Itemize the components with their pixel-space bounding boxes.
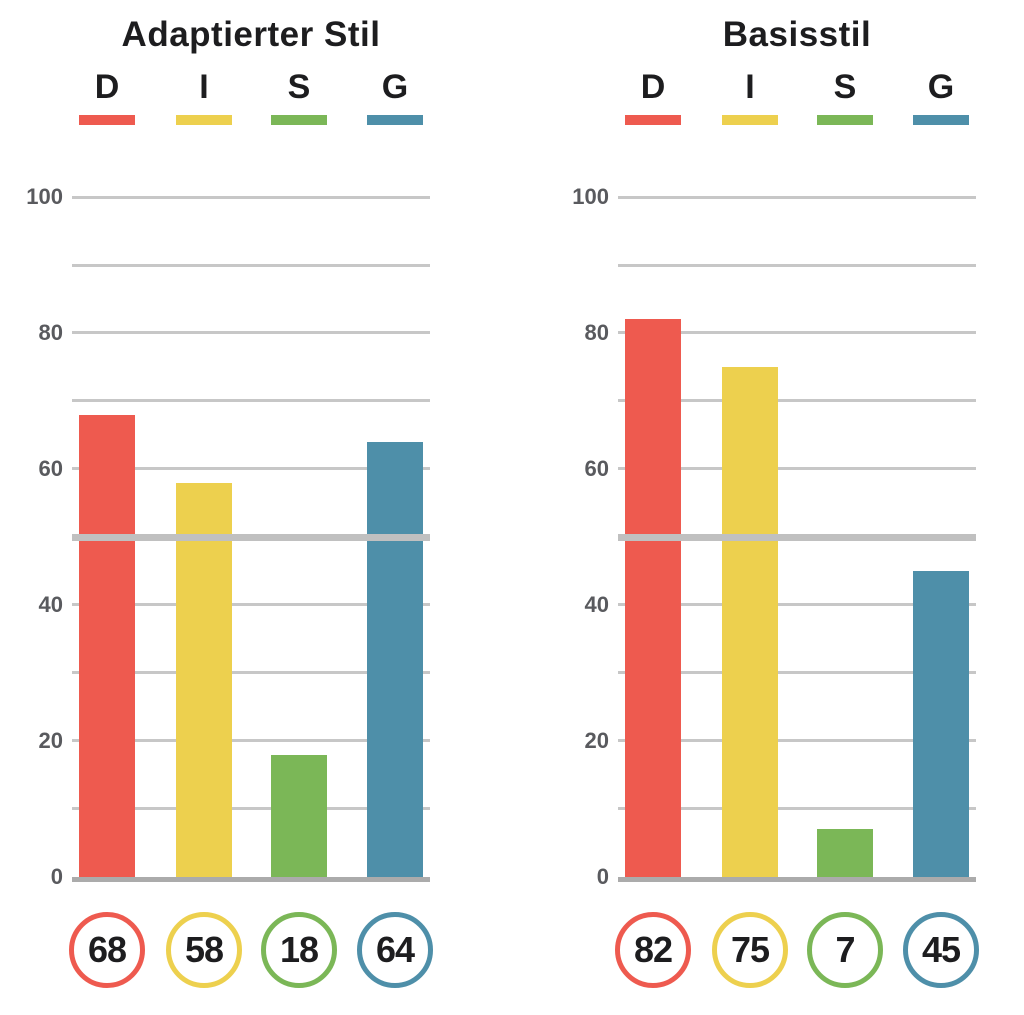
legend-item-i: I xyxy=(176,70,232,125)
gridline-80 xyxy=(618,331,976,334)
bar-i xyxy=(176,482,232,877)
legend-item-i: I xyxy=(722,70,778,125)
y-tick-0: 0 xyxy=(50,864,63,889)
legend-item-d: D xyxy=(625,70,681,125)
legend-swatch-d xyxy=(79,115,135,125)
gridline-100 xyxy=(618,196,976,199)
legend-swatch-s xyxy=(817,115,873,125)
gridline-100 xyxy=(72,196,430,199)
legend-item-s: S xyxy=(271,70,327,125)
legend-item-g: G xyxy=(367,70,423,125)
chart-title: Basisstil xyxy=(722,15,872,54)
legend-swatch-s xyxy=(271,115,327,125)
bar-s xyxy=(271,754,327,877)
score-badge-s: 18 xyxy=(261,912,337,988)
y-tick-80: 80 xyxy=(584,320,609,345)
legend-swatch-g xyxy=(913,115,969,125)
gridline-10 xyxy=(618,807,976,810)
score-value-d: 82 xyxy=(633,929,673,970)
bar-g xyxy=(913,571,969,877)
score-value-g: 64 xyxy=(375,929,415,970)
reference-line-50 xyxy=(618,534,976,541)
gridline-40 xyxy=(72,603,430,606)
gridline-60 xyxy=(72,467,430,470)
y-tick-100: 100 xyxy=(572,184,609,209)
y-tick-20: 20 xyxy=(38,728,63,753)
legend-label-d: D xyxy=(94,68,120,106)
bar-s xyxy=(817,829,873,877)
bar-d xyxy=(79,414,135,877)
gridline-70 xyxy=(618,399,976,402)
gridline-70 xyxy=(72,399,430,402)
legend-label-g: G xyxy=(927,68,955,106)
gridline-20 xyxy=(618,739,976,742)
baseline-0 xyxy=(618,877,976,882)
score-value-g: 45 xyxy=(921,929,961,970)
legend-swatch-i xyxy=(176,115,232,125)
gridline-40 xyxy=(618,603,976,606)
score-badge-i: 75 xyxy=(712,912,788,988)
legend-label-g: G xyxy=(381,68,409,106)
gridline-80 xyxy=(72,331,430,334)
score-badge-i: 58 xyxy=(166,912,242,988)
y-tick-60: 60 xyxy=(38,456,63,481)
score-value-s: 7 xyxy=(835,929,855,970)
gridline-30 xyxy=(618,671,976,674)
y-tick-80: 80 xyxy=(38,320,63,345)
legend-swatch-d xyxy=(625,115,681,125)
legend-label-s: S xyxy=(833,68,857,106)
gridline-90 xyxy=(618,264,976,267)
score-value-i: 58 xyxy=(184,929,224,970)
legend-label-s: S xyxy=(287,68,311,106)
legend-swatch-i xyxy=(722,115,778,125)
baseline-0 xyxy=(72,877,430,882)
score-value-s: 18 xyxy=(279,929,319,970)
y-tick-0: 0 xyxy=(596,864,609,889)
legend-item-g: G xyxy=(913,70,969,125)
y-tick-40: 40 xyxy=(38,592,63,617)
legend-item-s: S xyxy=(817,70,873,125)
chart-panel-adapted-style: Adaptierter Stil D I S G 100 80 xyxy=(10,0,490,1015)
y-tick-100: 100 xyxy=(26,184,63,209)
legend-label-d: D xyxy=(640,68,666,106)
score-badge-d: 68 xyxy=(69,912,145,988)
score-value-i: 75 xyxy=(730,929,770,970)
legend-label-i: I xyxy=(745,68,755,106)
chart-title: Adaptierter Stil xyxy=(121,15,381,54)
reference-line-50 xyxy=(72,534,430,541)
legend-item-d: D xyxy=(79,70,135,125)
chart-panel-basic-style: Basisstil D I S G 100 80 60 xyxy=(556,0,1024,1015)
gridline-20 xyxy=(72,739,430,742)
bar-i xyxy=(722,367,778,877)
y-tick-20: 20 xyxy=(584,728,609,753)
gridline-90 xyxy=(72,264,430,267)
score-badge-g: 64 xyxy=(357,912,433,988)
bar-d xyxy=(625,319,681,877)
legend-swatch-g xyxy=(367,115,423,125)
score-badge-s: 7 xyxy=(807,912,883,988)
bar-g xyxy=(367,441,423,877)
gridline-30 xyxy=(72,671,430,674)
y-tick-60: 60 xyxy=(584,456,609,481)
legend-label-i: I xyxy=(199,68,209,106)
y-tick-40: 40 xyxy=(584,592,609,617)
gridline-10 xyxy=(72,807,430,810)
score-value-d: 68 xyxy=(87,929,127,970)
gridline-60 xyxy=(618,467,976,470)
score-badge-g: 45 xyxy=(903,912,979,988)
score-badge-d: 82 xyxy=(615,912,691,988)
